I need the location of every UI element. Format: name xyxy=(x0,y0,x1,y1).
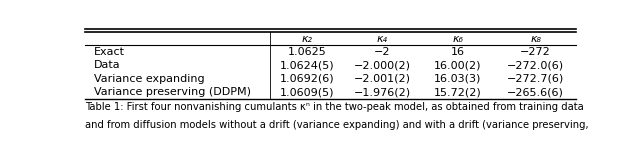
Text: and from diffusion models without a drift (variance expanding) and with a drift : and from diffusion models without a drif… xyxy=(85,120,589,130)
Text: Table 1: First four nonvanishing cumulants κⁿ in the two-peak model, as obtained: Table 1: First four nonvanishing cumulan… xyxy=(85,102,584,112)
